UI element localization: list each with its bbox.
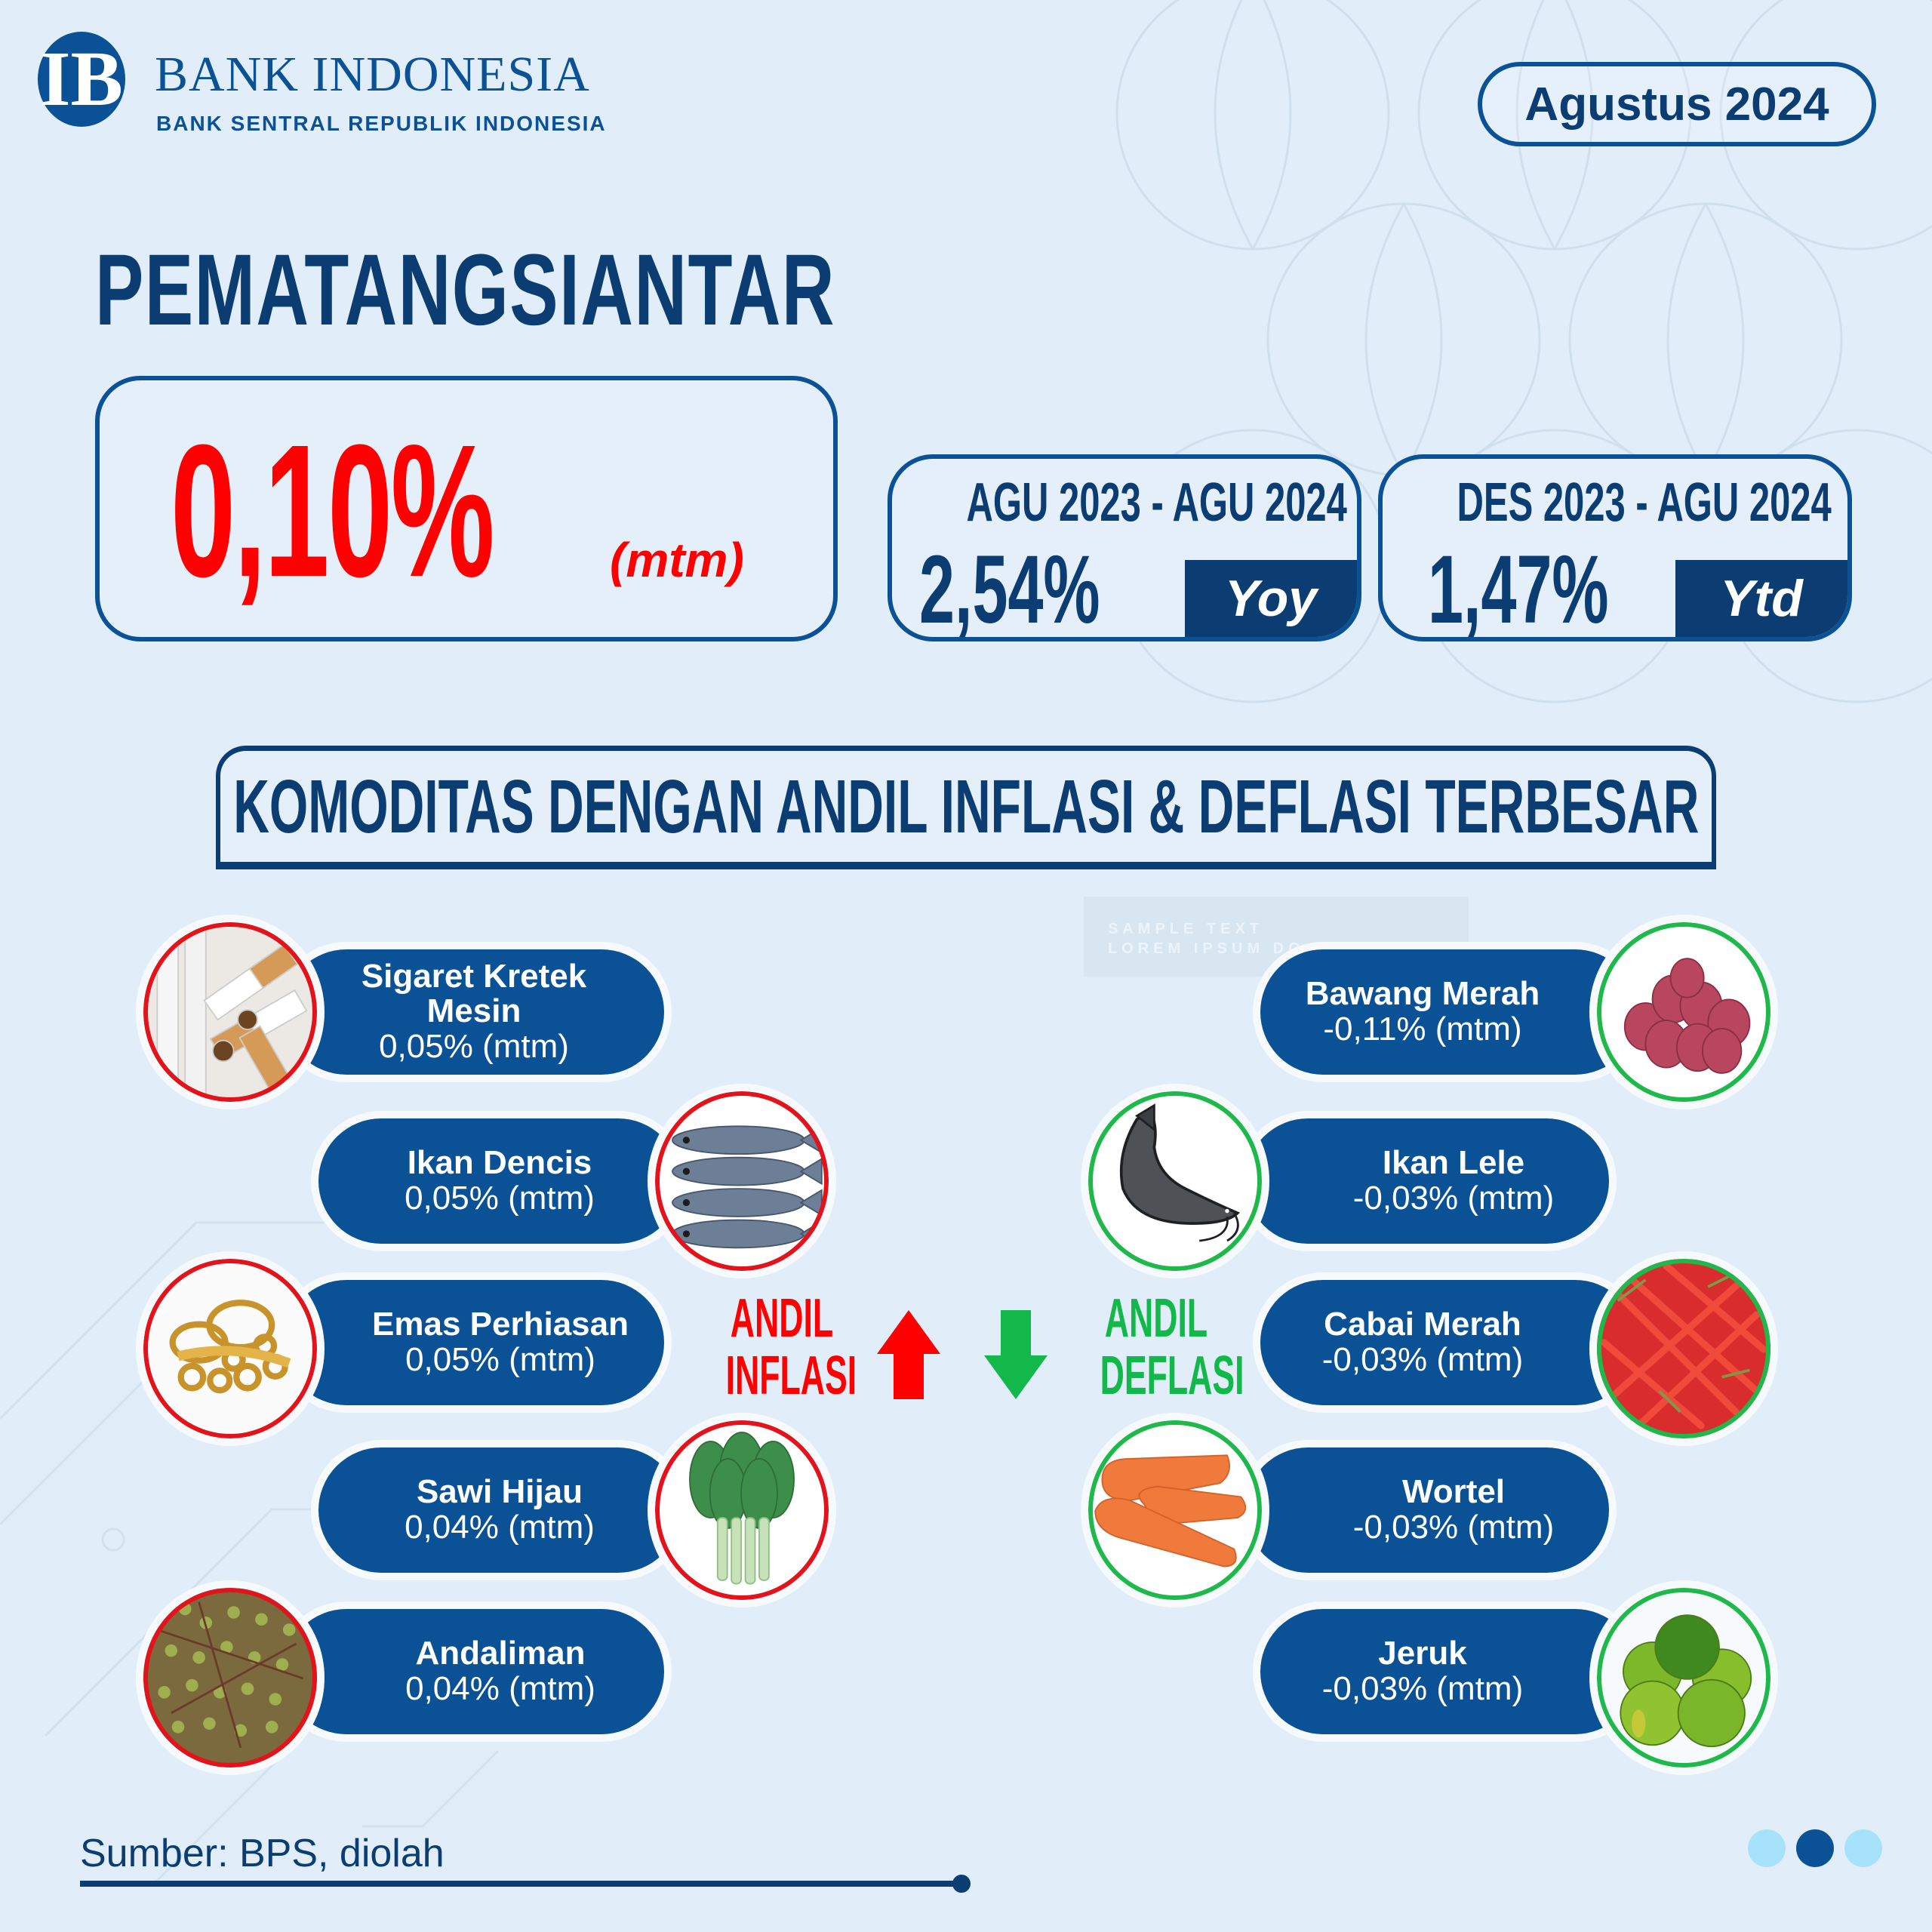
page-indicator-dot-3[interactable] xyxy=(1844,1829,1882,1867)
commodity-name: Cabai Merah xyxy=(1324,1305,1521,1343)
mtm-inflation-card xyxy=(95,376,838,641)
commodity-value: 0,05% (mtm) xyxy=(379,1027,569,1065)
commodity-value: -0,11% (mtm) xyxy=(1323,1010,1522,1048)
mustard-greens-image-icon xyxy=(648,1413,836,1607)
commodity-name: Bawang Merah xyxy=(1305,974,1540,1012)
yoy-value: 2,54% xyxy=(919,536,1100,641)
period-badge: Agustus 2024 xyxy=(1478,62,1876,146)
gold-jewelry-image-icon xyxy=(136,1251,325,1446)
yoy-period-label: AGU 2023 - AGU 2024 xyxy=(966,472,1347,533)
logo-title: BANK INDONESIA xyxy=(155,47,590,102)
deflation-item: Ikan Lele -0,03% (mtm) xyxy=(1238,1111,1617,1251)
commodity-name: Ikan Dencis xyxy=(407,1143,592,1181)
bank-indonesia-logo-icon: IB xyxy=(38,32,125,127)
ytd-card: DES 2023 - AGU 2024 1,47% Ytd xyxy=(1378,454,1852,641)
ytd-period-label: DES 2023 - AGU 2024 xyxy=(1457,472,1832,533)
deflation-item: Cabai Merah -0,03% (mtm) xyxy=(1253,1272,1645,1413)
commodity-name: Sawi Hijau xyxy=(416,1472,583,1510)
commodity-value: 0,05% (mtm) xyxy=(405,1340,595,1378)
source-note: Sumber: BPS, diolah xyxy=(80,1832,445,1875)
source-underline xyxy=(80,1881,960,1887)
commodity-value: -0,03% (mtm) xyxy=(1321,1340,1524,1378)
inflation-item: Sawi Hijau 0,04% (mtm) xyxy=(311,1440,688,1580)
region-title: PEMATANGSIANTAR xyxy=(95,234,835,346)
commodity-value: 0,04% (mtm) xyxy=(405,1508,595,1546)
arrow-down-icon xyxy=(984,1310,1048,1399)
red-chili-image-icon xyxy=(1589,1251,1778,1446)
inflation-item: Sigaret Kretek Mesin 0,05% (mtm) xyxy=(276,942,672,1082)
shallots-image-icon xyxy=(1589,915,1778,1109)
andil-deflasi-line-2: DEFLASI xyxy=(1100,1345,1244,1406)
commodity-name: Wortel xyxy=(1401,1472,1506,1510)
arrow-up-icon xyxy=(877,1310,940,1399)
andil-inflasi-line-1: ANDIL xyxy=(730,1288,834,1349)
section-header: KOMODITAS DENGAN ANDIL INFLASI & DEFLASI… xyxy=(216,746,1716,869)
logo-mark-text: IB xyxy=(40,35,123,122)
commodity-name: Andaliman xyxy=(415,1634,586,1672)
inflation-item: Andaliman 0,04% (mtm) xyxy=(276,1601,672,1742)
carrots-image-icon xyxy=(1081,1413,1269,1607)
section-title: KOMODITAS DENGAN ANDIL INFLASI & DEFLASI… xyxy=(232,764,1700,849)
deflation-item: Bawang Merah -0,11% (mtm) xyxy=(1253,942,1645,1082)
mtm-unit: (mtm) xyxy=(610,533,744,587)
commodity-name: Ikan Lele xyxy=(1382,1143,1525,1181)
commodity-name: Jeruk xyxy=(1378,1634,1467,1672)
source-underline-dot xyxy=(952,1875,971,1893)
commodity-value: 0,05% (mtm) xyxy=(405,1179,595,1217)
ytd-value: 1,47% xyxy=(1428,536,1609,641)
inflation-item: Ikan Dencis 0,05% (mtm) xyxy=(311,1111,688,1251)
logo-subtitle: BANK SENTRAL REPUBLIK INDONESIA xyxy=(156,112,607,135)
andil-inflasi-line-2: INFLASI xyxy=(725,1345,857,1406)
sardines-image-icon xyxy=(648,1084,836,1278)
andil-inflasi-label: ANDIL INFLASI xyxy=(725,1288,857,1406)
commodity-value: -0,03% (mtm) xyxy=(1352,1179,1555,1217)
page-indicator-dot-2-active[interactable] xyxy=(1796,1829,1834,1867)
mtm-value: 0,10% xyxy=(171,405,495,616)
commodity-value: -0,03% (mtm) xyxy=(1352,1508,1555,1546)
cigarettes-image-icon xyxy=(136,915,325,1109)
yoy-tag: Yoy xyxy=(1185,560,1357,637)
yoy-card: AGU 2023 - AGU 2024 2,54% Yoy xyxy=(888,454,1361,641)
page-indicator-dot-1[interactable] xyxy=(1748,1829,1786,1867)
catfish-image-icon xyxy=(1081,1084,1269,1278)
andil-deflasi-label: ANDIL DEFLASI xyxy=(1100,1288,1244,1406)
commodity-name: Emas Perhiasan xyxy=(372,1305,629,1343)
commodity-value: -0,03% (mtm) xyxy=(1321,1669,1524,1707)
oranges-image-icon xyxy=(1589,1580,1778,1775)
commodity-name: Sigaret Kretek Mesin xyxy=(361,957,587,1029)
ytd-tag: Ytd xyxy=(1675,560,1847,637)
commodity-value: 0,04% (mtm) xyxy=(405,1669,595,1707)
watermark-line-2: LOREM IPSUM DO xyxy=(1108,940,1305,957)
inflation-item: Emas Perhiasan 0,05% (mtm) xyxy=(276,1272,672,1413)
deflation-item: Jeruk -0,03% (mtm) xyxy=(1253,1601,1645,1742)
watermark-line-1: SAMPLE TEXT xyxy=(1108,921,1264,937)
andaliman-image-icon xyxy=(136,1580,325,1775)
andil-deflasi-line-1: ANDIL xyxy=(1104,1288,1208,1349)
deflation-item: Wortel -0,03% (mtm) xyxy=(1238,1440,1617,1580)
